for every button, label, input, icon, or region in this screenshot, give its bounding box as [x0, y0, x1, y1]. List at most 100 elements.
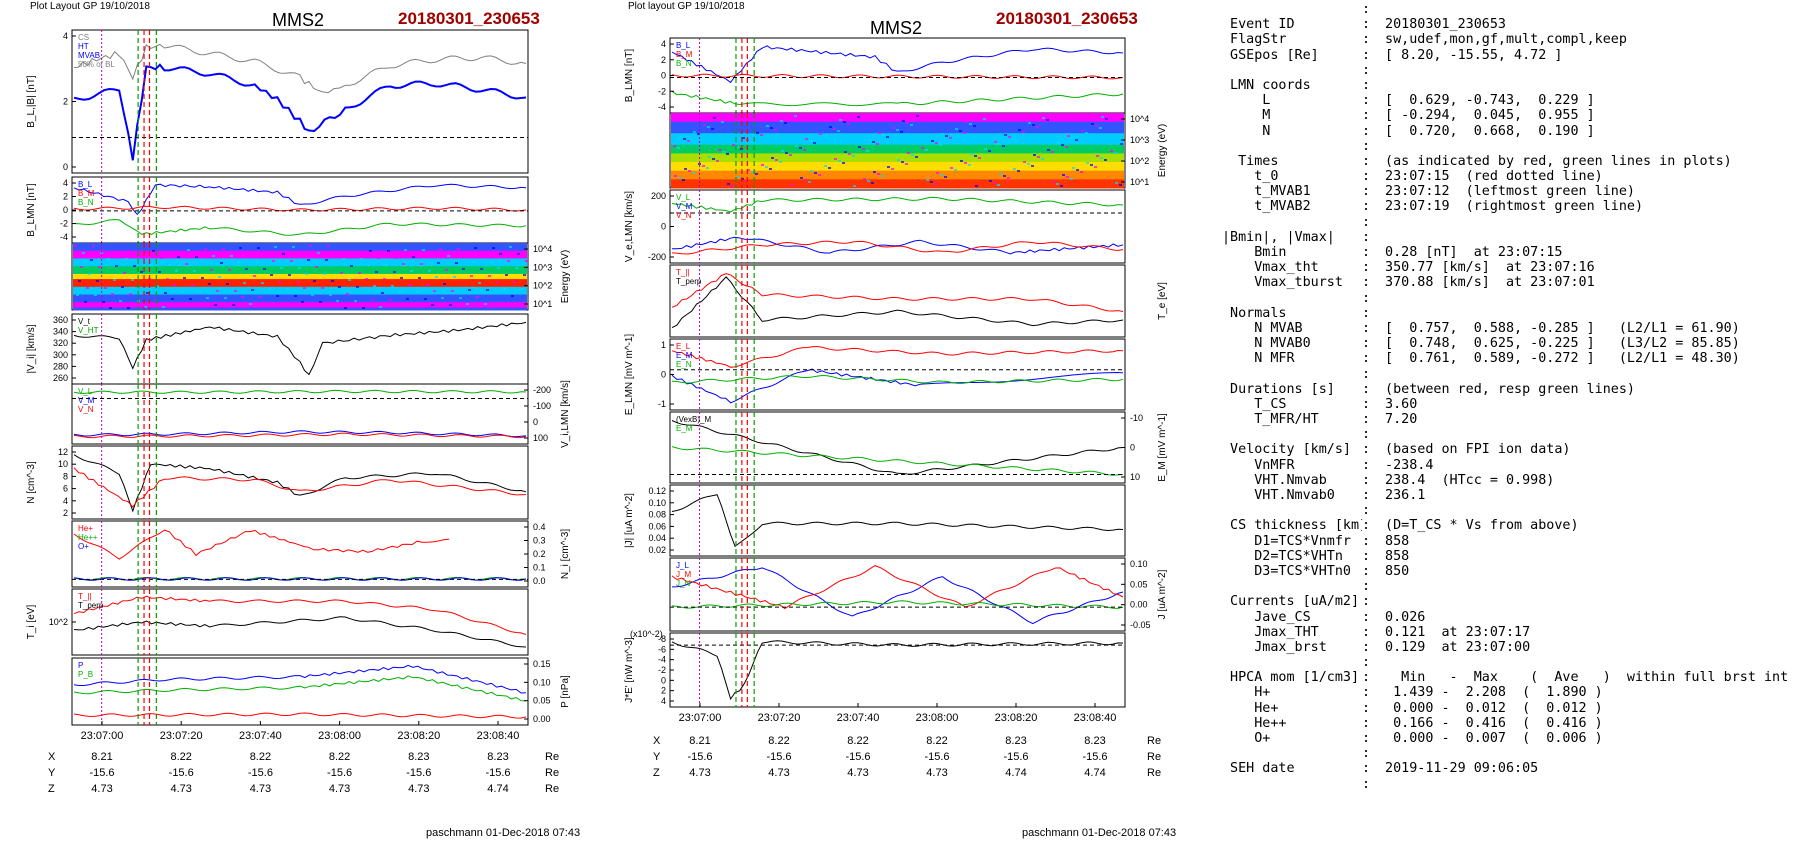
- y-tick-label: 0.0: [533, 576, 546, 586]
- y-tick-label: 10: [58, 459, 68, 469]
- spectrogram-speckle: [799, 147, 802, 149]
- info-line: CS thickness [km]: (D=T_CS * Vs from abo…: [1222, 518, 1802, 533]
- series-line: [73, 712, 527, 719]
- spectrogram-speckle: [677, 147, 680, 149]
- spectrogram-speckle: [920, 117, 923, 119]
- spectrogram-speckle: [360, 258, 363, 260]
- series-line: [671, 368, 1124, 404]
- y-axis-label: J*E' [nW m^-3]: [624, 637, 635, 703]
- panel-left-5: 2 4 6 8 10 12 N [cm^-3]: [26, 445, 529, 520]
- spectrogram-speckle: [1052, 181, 1055, 183]
- spectrogram-speckle: [697, 133, 700, 135]
- spectrogram-speckle: [160, 257, 163, 259]
- spectrogram-speckle: [135, 251, 138, 253]
- spectrogram-speckle: [191, 284, 194, 286]
- spectrogram-speckle: [989, 180, 992, 182]
- y-tick-label: 10^1: [533, 299, 552, 309]
- spectrogram-speckle: [84, 301, 87, 303]
- y-tick-label: -1: [658, 399, 666, 409]
- panel-frame: [71, 29, 529, 174]
- info-colon: :: [1362, 245, 1371, 260]
- spectrogram-speckle: [790, 184, 793, 186]
- spectrogram-speckle: [1018, 129, 1021, 131]
- spectrogram-speckle: [133, 265, 136, 267]
- spectrogram-speckle: [216, 290, 219, 292]
- ephem-unit: Re: [1147, 735, 1161, 747]
- spectrogram-speckle: [1101, 116, 1104, 118]
- info-key: L: [1222, 93, 1271, 109]
- series-line: [73, 529, 450, 560]
- spectrogram-speckle: [123, 272, 126, 274]
- y-tick-label: 340: [53, 327, 68, 337]
- spectrogram-speckle: [737, 176, 740, 178]
- info-value: 23:07:19 (rightmost green line): [1377, 199, 1644, 215]
- info-colon: :: [1362, 275, 1371, 291]
- spectrogram-band: [73, 307, 527, 311]
- spectrogram-speckle: [131, 279, 134, 281]
- spectrogram-speckle: [362, 307, 365, 309]
- spectrogram-speckle: [453, 276, 456, 278]
- spectrogram-speckle: [934, 183, 937, 185]
- info-line: :: [1222, 427, 1802, 442]
- info-key: |Bmin|, |Vmax|: [1222, 229, 1335, 245]
- spectrogram-band: [73, 258, 527, 262]
- spectrogram-speckle: [245, 268, 248, 270]
- legend-entry: V_HT: [78, 326, 99, 335]
- info-key: N: [1222, 123, 1271, 139]
- y-tick-label: 4: [63, 31, 68, 41]
- spectrogram-speckle: [523, 274, 526, 276]
- info-key: HPCA mom [1/cm3]: [1222, 670, 1360, 686]
- legend-entry: V_t: [78, 317, 91, 326]
- info-key: He+: [1222, 700, 1279, 716]
- spectrogram-speckle: [1114, 152, 1117, 154]
- spectrogram-speckle: [414, 305, 417, 307]
- spectrogram-speckle: [416, 291, 419, 293]
- spectrogram-speckle: [1094, 166, 1097, 168]
- spectrogram-band: [73, 297, 527, 301]
- info-key: H+: [1222, 685, 1271, 701]
- spectrogram-speckle: [113, 279, 116, 281]
- spectrogram-speckle: [268, 288, 271, 290]
- info-value: 236.1: [1377, 488, 1426, 503]
- spectrogram-speckle: [282, 253, 285, 255]
- spectrogram-speckle: [391, 285, 394, 287]
- spectrogram-speckle: [693, 131, 696, 133]
- spectrogram-speckle: [1119, 184, 1122, 186]
- info-key: GSEpos [Re]: [1222, 47, 1319, 63]
- time-tick-label: 23:07:40: [239, 730, 282, 742]
- info-colon: :: [1362, 639, 1371, 655]
- info-value: [ 8.20, -15.55, 4.72 ]: [1377, 47, 1563, 63]
- spectrogram-band: [671, 138, 1124, 143]
- spectrogram-speckle: [497, 267, 500, 269]
- panel-right-12: T_e [eV] T_||T_perp: [669, 264, 1168, 338]
- spectrogram-speckle: [422, 249, 425, 251]
- y-tick-label: 0.4: [533, 522, 546, 532]
- spectrogram-speckle: [867, 180, 870, 182]
- info-value: (D=T_CS * Vs from above): [1377, 518, 1579, 534]
- spectrogram-band: [671, 162, 1124, 166]
- spectrogram-speckle: [727, 183, 730, 185]
- spectrogram-speckle: [731, 185, 734, 187]
- series-line: [671, 196, 1124, 213]
- y-axis-label: J [uA m^-2]: [1157, 569, 1168, 619]
- spectrogram-speckle: [862, 148, 865, 150]
- y-axis-label: N [cm^-3]: [26, 461, 37, 504]
- spectrogram-speckle: [902, 120, 905, 122]
- spectrogram-band: [671, 144, 1124, 149]
- info-line: Jave_CS: 0.026: [1222, 610, 1802, 625]
- y-tick-label: 8: [63, 471, 68, 481]
- spectrogram-speckle: [249, 303, 252, 305]
- y-tick-label: 320: [53, 338, 68, 348]
- info-key: SEH date: [1222, 761, 1295, 777]
- y-tick-label: 10^2: [1130, 156, 1149, 166]
- spectrogram-speckle: [819, 133, 822, 135]
- spectrogram-speckle: [263, 268, 266, 270]
- spectrogram-speckle: [509, 246, 512, 248]
- series-line: [73, 43, 527, 94]
- panel-right-15: 0.02 0.04 0.060.08 0.10 0.12 |J| [uA m^-2]: [624, 484, 1126, 557]
- info-key: [1222, 215, 1362, 230]
- info-line: :: [1222, 215, 1802, 230]
- legend-entry: B_M: [676, 50, 693, 59]
- info-colon: :: [1362, 396, 1371, 412]
- info-key: [1222, 367, 1362, 382]
